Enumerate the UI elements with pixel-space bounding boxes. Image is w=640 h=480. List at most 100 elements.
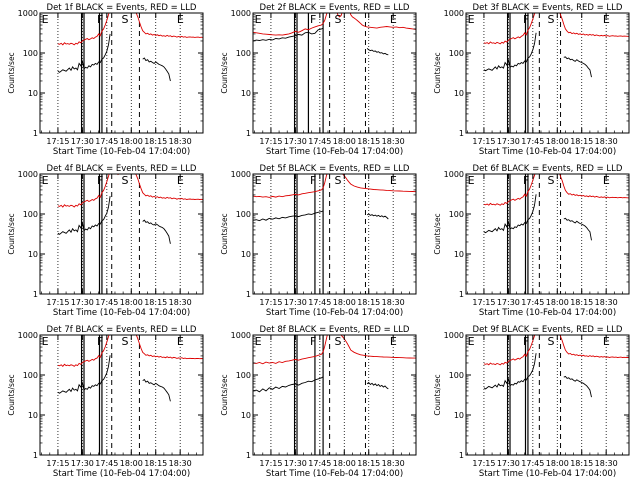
x-tick-label: 18:15 bbox=[570, 459, 593, 468]
interval-flag-label: E bbox=[42, 335, 49, 348]
interval-flag-label: E bbox=[177, 13, 184, 26]
x-tick-label: 18:30 bbox=[382, 459, 405, 468]
lld-series-line bbox=[253, 174, 416, 198]
x-tick-label: 18:00 bbox=[120, 298, 143, 307]
x-tick-label: 18:30 bbox=[382, 137, 405, 146]
y-tick-label: 100 bbox=[449, 210, 464, 219]
y-tick-label: 10 bbox=[241, 250, 251, 259]
y-tick-label: 1 bbox=[459, 129, 464, 138]
interval-flag-label: S bbox=[548, 335, 555, 348]
panel-title: Det 2f BLACK = Events, RED = LLD bbox=[260, 3, 410, 13]
y-tick-label: 1 bbox=[246, 129, 251, 138]
x-tick-label: 18:00 bbox=[333, 137, 356, 146]
panel-title: Det 6f BLACK = Events, RED = LLD bbox=[473, 164, 623, 174]
interval-flag-label: E bbox=[390, 13, 397, 26]
x-tick-label: 17:45 bbox=[95, 459, 118, 468]
events-series-line bbox=[483, 353, 537, 390]
x-tick-label: 18:00 bbox=[120, 137, 143, 146]
x-tick-label: 18:30 bbox=[595, 298, 618, 307]
interval-flag-label: S bbox=[122, 13, 129, 26]
lld-series-line bbox=[483, 335, 536, 366]
lld-series-line bbox=[135, 335, 203, 360]
plot-frame bbox=[465, 12, 630, 134]
x-tick-label: 17:15 bbox=[259, 298, 282, 307]
y-tick-label: 10 bbox=[241, 411, 251, 420]
y-tick-label: 100 bbox=[23, 371, 38, 380]
x-axis-label: Start Time (10-Feb-04 17:04:00) bbox=[479, 308, 616, 318]
x-tick-label: 17:15 bbox=[46, 459, 69, 468]
events-series-line bbox=[142, 219, 171, 244]
events-series-line bbox=[366, 48, 389, 56]
interval-flag-label: E bbox=[603, 174, 610, 187]
x-tick-label: 17:30 bbox=[497, 298, 520, 307]
lld-series-line bbox=[135, 13, 203, 38]
panel-title: Det 1f BLACK = Events, RED = LLD bbox=[47, 3, 197, 13]
interval-flag-label: E bbox=[468, 174, 475, 187]
events-series-line bbox=[563, 56, 592, 78]
interval-flag-label: E bbox=[255, 335, 262, 348]
y-tick-label: 10 bbox=[454, 411, 464, 420]
events-series-line bbox=[483, 32, 537, 72]
y-tick-label: 100 bbox=[449, 49, 464, 58]
x-tick-label: 17:30 bbox=[71, 298, 94, 307]
x-axis-label: Start Time (10-Feb-04 17:04:00) bbox=[266, 308, 403, 318]
y-axis-label: Counts/sec bbox=[7, 213, 16, 254]
interval-flag-label: F bbox=[97, 335, 103, 348]
x-tick-label: 17:45 bbox=[521, 459, 544, 468]
interval-flag-label: E bbox=[390, 335, 397, 348]
y-axis-label: Counts/sec bbox=[433, 52, 442, 93]
interval-flag-label: S bbox=[122, 174, 129, 187]
plot-frame bbox=[465, 173, 630, 295]
interval-flag-label: F bbox=[310, 13, 316, 26]
interval-flag-label: E bbox=[603, 13, 610, 26]
interval-flag-label: E bbox=[603, 335, 610, 348]
x-axis-label: Start Time (10-Feb-04 17:04:00) bbox=[479, 469, 616, 479]
interval-flag-label: S bbox=[335, 335, 342, 348]
interval-flag-label: F bbox=[97, 13, 103, 26]
y-tick-label: 1000 bbox=[444, 9, 464, 18]
x-tick-label: 18:30 bbox=[169, 459, 192, 468]
y-tick-label: 1 bbox=[33, 129, 38, 138]
x-tick-label: 18:00 bbox=[546, 137, 569, 146]
events-series-line bbox=[142, 378, 171, 402]
x-axis-label: Start Time (10-Feb-04 17:04:00) bbox=[266, 147, 403, 157]
plot-frame bbox=[39, 12, 204, 134]
y-tick-label: 10 bbox=[28, 411, 38, 420]
y-axis-label: Counts/sec bbox=[220, 213, 229, 254]
interval-flag-label: E bbox=[42, 13, 49, 26]
y-axis-label: Counts/sec bbox=[433, 374, 442, 415]
x-tick-label: 17:30 bbox=[284, 137, 307, 146]
x-axis-label: Start Time (10-Feb-04 17:04:00) bbox=[53, 469, 190, 479]
y-tick-label: 10 bbox=[454, 250, 464, 259]
y-axis-label: Counts/sec bbox=[7, 374, 16, 415]
y-tick-label: 100 bbox=[449, 371, 464, 380]
y-tick-label: 1000 bbox=[18, 9, 38, 18]
lld-series-line bbox=[57, 174, 119, 208]
interval-flag-label: E bbox=[468, 13, 475, 26]
x-tick-label: 17:45 bbox=[95, 137, 118, 146]
events-series-line bbox=[253, 27, 324, 42]
x-tick-label: 17:30 bbox=[71, 459, 94, 468]
x-tick-label: 17:30 bbox=[284, 459, 307, 468]
x-tick-label: 17:30 bbox=[71, 137, 94, 146]
panel-title: Det 4f BLACK = Events, RED = LLD bbox=[47, 164, 197, 174]
lld-series-line bbox=[483, 174, 536, 206]
x-tick-label: 17:30 bbox=[497, 137, 520, 146]
events-series-line bbox=[563, 217, 592, 241]
x-tick-label: 17:45 bbox=[308, 298, 331, 307]
x-tick-label: 18:15 bbox=[144, 459, 167, 468]
x-tick-label: 18:30 bbox=[169, 298, 192, 307]
lld-series-line bbox=[559, 174, 629, 199]
lld-series-line bbox=[253, 13, 416, 36]
